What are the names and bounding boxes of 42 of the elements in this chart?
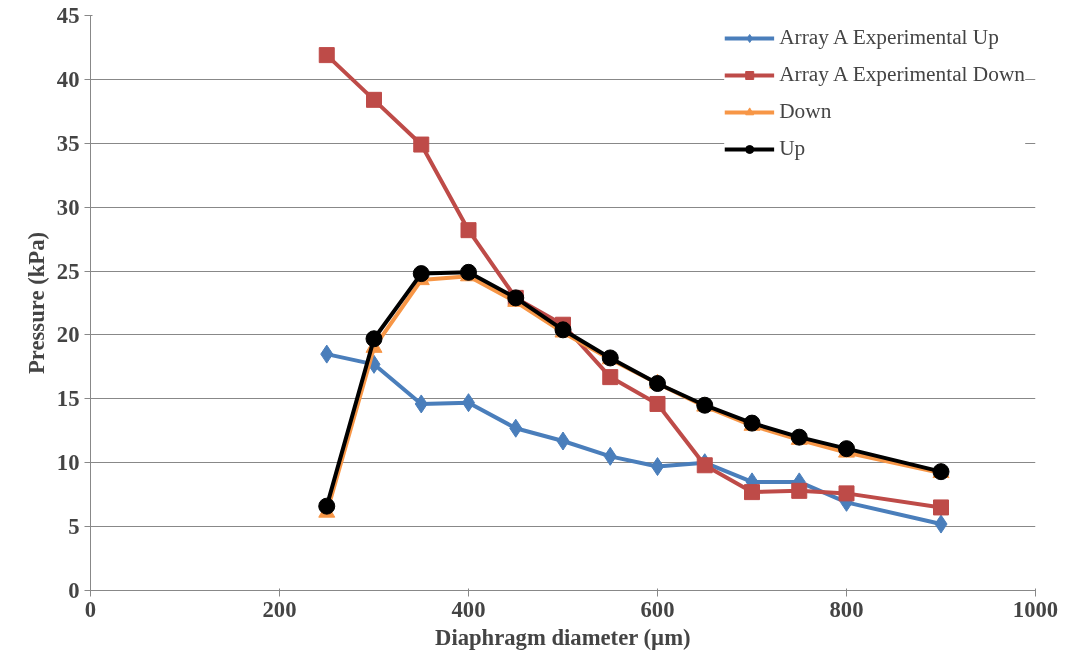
- point: [413, 136, 430, 153]
- point: [365, 330, 383, 348]
- x-axis-title: Diaphragm diameter (µm): [435, 624, 691, 650]
- x-tick-label: 200: [262, 596, 297, 622]
- y-tick-label: 40: [56, 66, 80, 92]
- y-tick-label: 20: [56, 322, 80, 348]
- x-tick-label: 600: [640, 596, 675, 622]
- point: [649, 395, 666, 412]
- x-tick-label: 800: [829, 596, 864, 622]
- legend-label: Array A Experimental Down: [779, 62, 1025, 87]
- y-axis-title: Pressure (kPa): [23, 232, 49, 374]
- y-tick-label: 0: [68, 578, 80, 603]
- point: [460, 222, 477, 239]
- point: [602, 369, 619, 386]
- y-tick-label: 10: [56, 450, 80, 476]
- point: [318, 47, 335, 64]
- point: [366, 91, 382, 108]
- point: [934, 514, 948, 534]
- legend-label: Array A Experimental Up: [779, 25, 999, 50]
- point: [791, 482, 808, 499]
- point: [414, 394, 428, 414]
- point: [556, 431, 570, 451]
- point: [696, 457, 713, 474]
- x-tick-label: 0: [84, 596, 97, 622]
- point: [838, 485, 855, 502]
- legend-label: Up: [779, 136, 806, 161]
- y-tick-label: 25: [56, 258, 80, 284]
- y-tick-label: 35: [56, 130, 80, 156]
- x-tick-label: 400: [451, 596, 486, 622]
- point: [744, 484, 760, 501]
- y-tick-label: 15: [56, 386, 80, 412]
- point: [509, 418, 523, 438]
- point: [320, 344, 334, 364]
- point: [412, 265, 430, 283]
- y-tick-label: 45: [56, 3, 80, 28]
- point: [603, 446, 617, 466]
- y-tick-label: 30: [56, 194, 80, 220]
- x-tick-label: 1000: [1012, 596, 1059, 622]
- point: [318, 497, 336, 515]
- y-tick-label: 5: [68, 514, 80, 540]
- point: [933, 499, 949, 516]
- legend-label: Down: [779, 99, 832, 124]
